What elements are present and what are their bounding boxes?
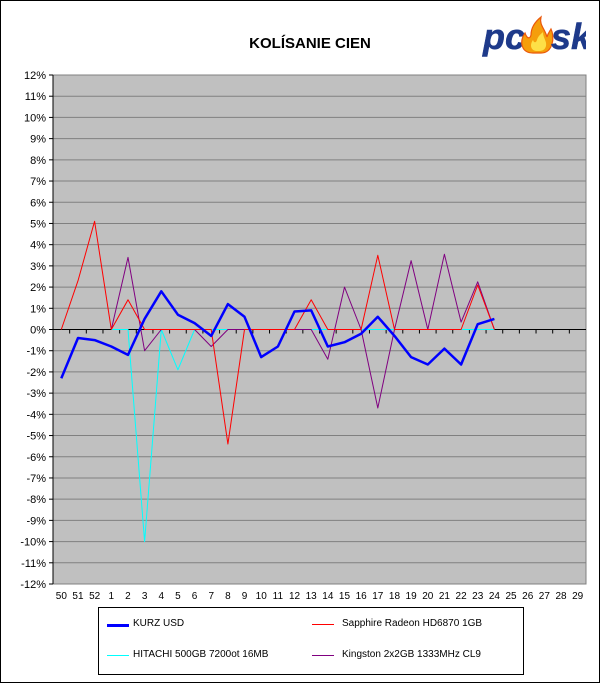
- x-tick-label: 12: [289, 591, 301, 602]
- x-tick-label: 50: [56, 591, 68, 602]
- logo-text-pc: pc: [482, 16, 525, 57]
- x-tick-label: 10: [256, 591, 268, 602]
- y-tick-label: 9%: [30, 134, 46, 146]
- x-tick-label: 24: [489, 591, 501, 602]
- y-tick-label: 10%: [24, 112, 46, 124]
- y-tick-label: -12%: [20, 579, 46, 591]
- legend-label: HITACHI 500GB 7200ot 16MB: [133, 649, 269, 660]
- series-lines: [60, 220, 495, 543]
- legend-label: KURZ USD: [133, 618, 185, 629]
- y-tick-label: -8%: [26, 494, 46, 506]
- y-tick-label: -11%: [21, 558, 46, 570]
- y-tick-label: 8%: [30, 155, 46, 167]
- x-tick-label: 20: [422, 591, 434, 602]
- flame-icon: [521, 15, 554, 54]
- gridlines: [53, 74, 586, 585]
- y-tick-label: 5%: [30, 218, 46, 230]
- y-tick-label: 7%: [30, 176, 46, 188]
- y-tick-label: 1%: [30, 303, 46, 315]
- y-tick-label: -1%: [26, 346, 46, 358]
- legend-swatch: [107, 624, 129, 627]
- y-tick-label: 6%: [30, 197, 46, 209]
- x-tick-label: 23: [472, 591, 484, 602]
- logo-text-sk: sk: [551, 16, 586, 57]
- y-tick-label: -5%: [26, 431, 46, 443]
- x-tick-label: 6: [192, 591, 198, 602]
- y-tick-label: -7%: [26, 473, 46, 485]
- x-tick-label: 18: [389, 591, 401, 602]
- legend-swatch: [312, 655, 334, 656]
- y-tick-label: 2%: [30, 282, 46, 294]
- x-tick-label: 7: [208, 591, 214, 602]
- y-tick-label: -10%: [20, 537, 46, 549]
- y-tick-label: 0%: [30, 325, 46, 337]
- chart-title: KOLÍSANIE CIEN: [249, 35, 371, 52]
- y-tick-label: -9%: [26, 515, 46, 527]
- y-tick-label: -6%: [26, 452, 46, 464]
- x-tick-label: 26: [522, 591, 534, 602]
- x-tick-label: 27: [539, 591, 551, 602]
- x-tick-label: 52: [89, 591, 101, 602]
- x-tick-label: 9: [242, 591, 248, 602]
- x-tick-label: 51: [72, 591, 84, 602]
- series-line-0: [60, 290, 495, 379]
- x-tick-label: 25: [505, 591, 517, 602]
- series-line-1: [60, 220, 495, 445]
- x-tick-label: 2: [125, 591, 131, 602]
- legend: KURZ USD Sapphire Radeon HD6870 1GB HITACH…: [98, 607, 524, 675]
- x-tick-label: 16: [356, 591, 368, 602]
- y-tick-label: 3%: [30, 261, 46, 273]
- y-axis-tick-labels: 12% 11% 10% 9% 8% 7% 6% 5% 4% 3% 2% 1% 0% -1% -2% -3% -4…: [20, 70, 54, 591]
- y-tick-label: 4%: [30, 240, 46, 252]
- x-axis-tick-labels: 50 51 52 1 2 3 4 5 6 7 8 9 10 11 12 13 14 15 16 17 18 19 20 21 2…: [52, 329, 584, 602]
- y-tick-label: -4%: [26, 409, 46, 421]
- y-tick-label: -3%: [26, 388, 46, 400]
- x-tick-label: 19: [406, 591, 418, 602]
- pcsk-logo: pc sk: [482, 15, 586, 57]
- x-tick-label: 1: [109, 591, 115, 602]
- x-tick-label: 17: [372, 591, 384, 602]
- x-tick-label: 3: [142, 591, 148, 602]
- x-tick-label: 22: [456, 591, 468, 602]
- y-tick-label: 11%: [25, 91, 46, 103]
- x-tick-label: 14: [322, 591, 334, 602]
- x-tick-label: 15: [339, 591, 351, 602]
- legend-swatch: [107, 655, 129, 656]
- x-tick-label: 29: [572, 591, 584, 602]
- y-tick-label: 12%: [24, 70, 46, 82]
- x-tick-label: 4: [158, 591, 164, 602]
- x-tick-label: 8: [225, 591, 231, 602]
- legend-swatch: [312, 624, 334, 625]
- x-tick-label: 21: [439, 591, 451, 602]
- x-tick-label: 5: [175, 591, 181, 602]
- y-tick-label: -2%: [26, 367, 46, 379]
- legend-label: Kingston 2x2GB 1333MHz CL9: [342, 649, 481, 660]
- legend-label: Sapphire Radeon HD6870 1GB: [342, 618, 483, 629]
- x-tick-label: 28: [555, 591, 567, 602]
- x-tick-label: 11: [273, 591, 284, 602]
- x-tick-label: 13: [306, 591, 318, 602]
